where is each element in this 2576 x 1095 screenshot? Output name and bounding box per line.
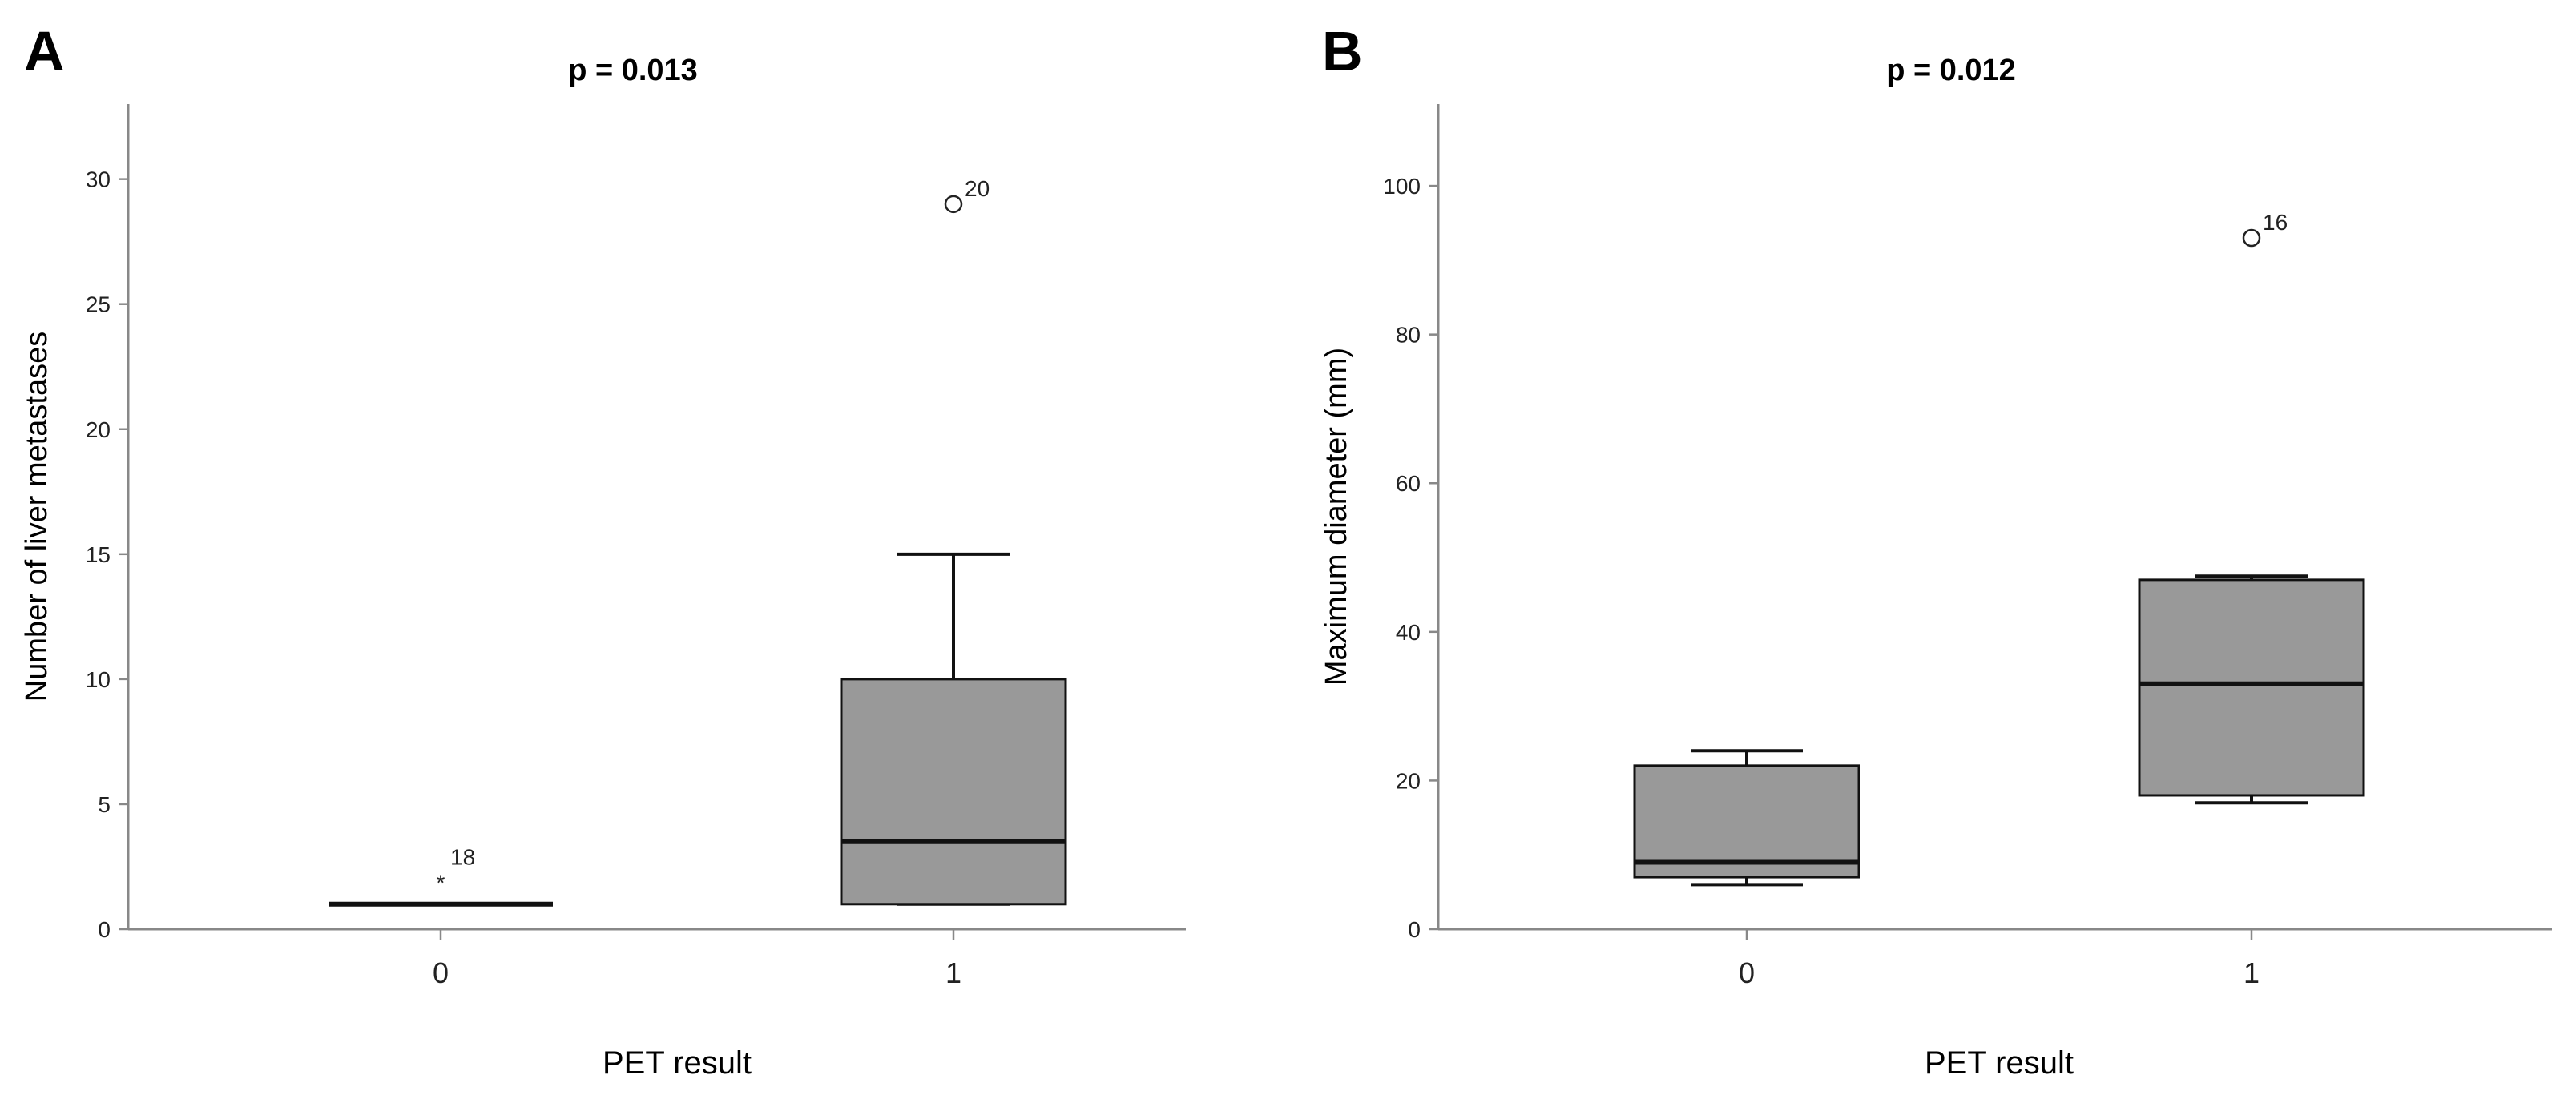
panel-b-x-tick-label-1: 1 xyxy=(2243,956,2260,989)
panel-b-y-tick-label-100: 100 xyxy=(1383,174,1421,199)
panel-a-y-tick-label-30: 30 xyxy=(86,167,111,192)
panel-a-title: p = 0.013 xyxy=(568,54,698,87)
panel-a-y-tick-label-10: 10 xyxy=(86,667,111,692)
panel-b-y-label: Maximum diameter (mm) xyxy=(1320,348,1353,686)
panel-a-y-tick-label-0: 0 xyxy=(98,917,111,942)
panel-a-y-tick-label-5: 5 xyxy=(98,792,111,817)
panel-a-x-tick-label-1: 1 xyxy=(945,956,961,989)
panel-a-letter: A xyxy=(24,20,65,83)
panel-a-cat-1-outlier-20-marker xyxy=(944,195,963,214)
panel-b-y-tick-label-20: 20 xyxy=(1396,768,1421,793)
panel-b-cat-1-box xyxy=(2138,578,2365,797)
panel-a-cat-1-box xyxy=(840,678,1067,906)
panel-b-y-tick-label-60: 60 xyxy=(1396,471,1421,496)
panel-a-y-tick-label-20: 20 xyxy=(86,417,111,442)
panel-a-x-label: PET result xyxy=(603,1045,752,1081)
panel-a-y-label: Number of liver metastases xyxy=(20,332,54,702)
panel-a-x-tick-label-0: 0 xyxy=(433,956,449,989)
panel-b-cat-1-outlier-16-marker xyxy=(2242,228,2261,248)
panel-b-y-tick-label-80: 80 xyxy=(1396,323,1421,348)
panel-a-cat-0-outlier-18-label: 18 xyxy=(450,845,475,870)
panel-a-y-tick-label-15: 15 xyxy=(86,542,111,567)
panel-b-cat-1-outlier-16-label: 16 xyxy=(2263,210,2288,235)
panel-a-cat-0-outlier-18-marker: * xyxy=(437,871,445,896)
panel-b-y-tick-label-0: 0 xyxy=(1408,917,1421,942)
panel-b-y-tick-label-40: 40 xyxy=(1396,620,1421,645)
panel-b-x-tick-label-0: 0 xyxy=(1739,956,1755,989)
panel-b-x-label: PET result xyxy=(1925,1045,2074,1081)
panel-b-cat-0-box xyxy=(1633,764,1860,879)
panel-b-title: p = 0.012 xyxy=(1886,54,2016,87)
panel-a-cat-1-outlier-20-label: 20 xyxy=(965,176,990,201)
panel-a-y-tick-label-25: 25 xyxy=(86,292,111,317)
panel-b-letter: B xyxy=(1322,20,1363,83)
